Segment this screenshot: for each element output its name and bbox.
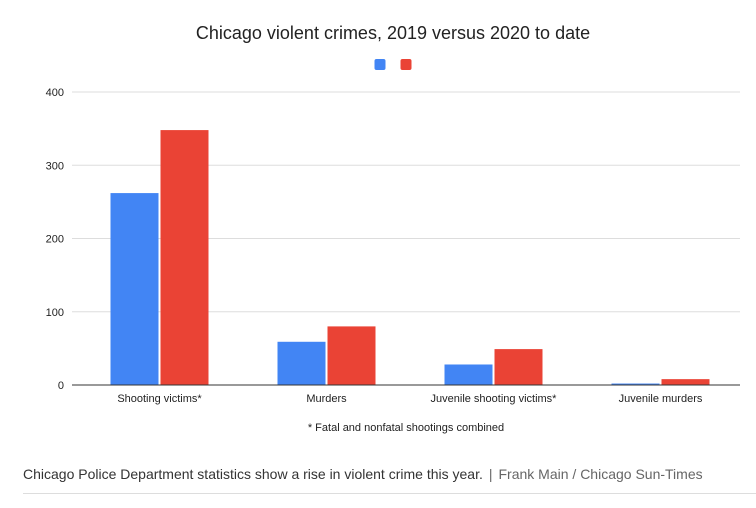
bar-chart: Chicago violent crimes, 2019 versus 2020… (45, 23, 740, 434)
bar-series1-3 (444, 364, 493, 385)
y-tick-label: 200 (46, 234, 64, 246)
caption-separator: | (488, 466, 493, 482)
bar-series2-3 (494, 349, 543, 385)
bars (110, 130, 710, 385)
bar-series1-1 (110, 193, 159, 385)
x-tick-label: Juvenile murders (619, 393, 703, 405)
y-tick-label: 0 (58, 380, 64, 392)
x-tick-label: Murders (306, 393, 347, 405)
chart-title: Chicago violent crimes, 2019 versus 2020… (196, 23, 590, 43)
x-axis-labels: Shooting victims* Murders Juvenile shootin… (117, 393, 703, 405)
caption-divider (23, 493, 756, 494)
bar-series1-4 (611, 383, 660, 385)
y-tick-label: 300 (46, 160, 64, 172)
bar-series2-2 (327, 326, 376, 385)
legend-swatch-series2 (400, 59, 412, 70)
bar-series2-4 (661, 379, 710, 385)
bar-series2-1 (160, 130, 209, 385)
photo-credit: Frank Main / Chicago Sun-Times (498, 466, 703, 482)
caption-text: Chicago Police Department statistics sho… (23, 466, 483, 482)
figure-caption: Chicago Police Department statistics sho… (23, 466, 703, 482)
chart-footnote: * Fatal and nonfatal shootings combined (308, 422, 504, 434)
y-axis-ticks: 0 100 200 300 400 (46, 87, 64, 392)
x-tick-label: Shooting victims* (117, 393, 202, 405)
x-tick-label: Juvenile shooting victims* (431, 393, 558, 405)
legend (374, 59, 412, 70)
bar-series1-2 (277, 341, 326, 385)
legend-swatch-series1 (374, 59, 386, 70)
y-tick-label: 400 (46, 87, 64, 99)
y-tick-label: 100 (46, 307, 64, 319)
